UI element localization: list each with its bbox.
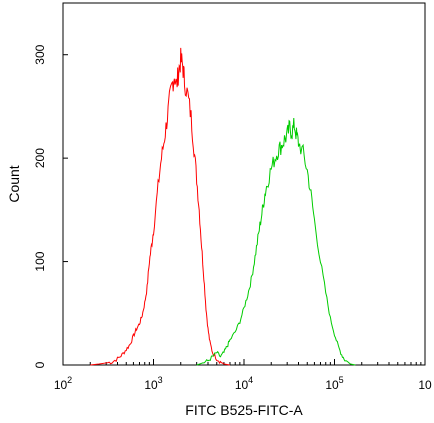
y-axis: 0 100 200 300: [33, 44, 68, 368]
y-tick-label: 0: [33, 361, 47, 368]
x-tick-exponent: 4: [248, 375, 253, 385]
y-tick-label: 300: [33, 44, 47, 64]
series-layer: [90, 47, 356, 366]
x-tick-exponent: 2: [67, 375, 72, 385]
y-tick-label: 100: [33, 251, 47, 271]
histogram-series-2: [196, 117, 356, 366]
plot-frame: [62, 2, 426, 366]
x-tick-label: 102: [54, 375, 72, 392]
histogram-series-1: [90, 47, 231, 366]
x-axis-title: FITC B525-FITC-A: [185, 402, 303, 418]
x-tick-exponent: 5: [339, 375, 344, 385]
x-tick-exponent: 3: [158, 375, 163, 385]
y-tick-label: 200: [33, 148, 47, 168]
x-tick-label: 10: [418, 378, 432, 392]
x-tick-label: 103: [144, 375, 162, 392]
x-tick-label: 104: [235, 375, 253, 392]
x-tick-label: 105: [325, 375, 343, 392]
y-axis-title: Count: [6, 165, 22, 202]
